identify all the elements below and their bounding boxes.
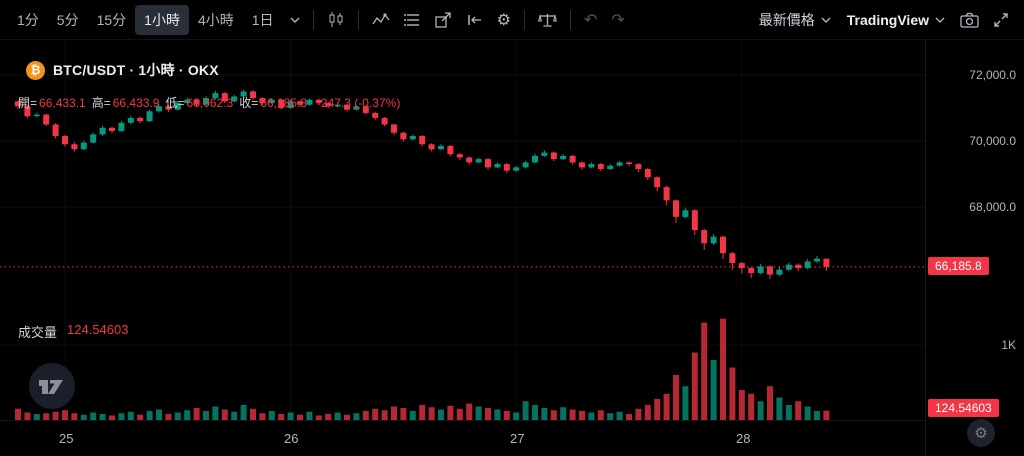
ohlc-readout: 開= 66,433.1 高= 66,433.9 低= 66,062.3 收= 66,18… (18, 94, 400, 111)
volume-label: 成交量 (18, 325, 58, 340)
undo-arrow-icon: ↶ (583, 9, 598, 29)
indicators-icon (372, 12, 390, 24)
chevron-down-icon (821, 17, 831, 23)
open-value: 66,433.1 (39, 95, 86, 110)
time-tick-27: 27 (510, 431, 525, 446)
top-toolbar: 1分 5分 15分 1小時 4小時 1日 (0, 0, 1024, 40)
replay-arrow-icon (467, 14, 481, 25)
tradingview-watermark-logo[interactable] (28, 362, 76, 410)
interval-dropdown-button[interactable] (283, 13, 307, 27)
interval-button-5m[interactable]: 5分 (48, 5, 88, 35)
tradingview-brand-label: TradingView (846, 11, 929, 28)
time-tick-26: 26 (284, 431, 299, 446)
toolbar-separator (523, 9, 525, 30)
chart-area: ₿ BTC/USDT · 1小時 · OKX 開= 66,433.1 高= 66,4… (0, 40, 1024, 456)
toolbar-separator (357, 9, 359, 30)
price-tick-68000: 68,000.0 (969, 200, 1016, 214)
last-price-dropdown[interactable]: 最新價格 (751, 5, 839, 35)
redo-button[interactable]: ↷ (604, 8, 631, 32)
fullscreen-expand-icon (994, 12, 1008, 27)
redo-arrow-icon: ↷ (611, 9, 625, 29)
volume-legend: 成交量 124.54603 (18, 322, 128, 341)
time-tick-28: 28 (736, 431, 751, 446)
close-value: 66,185.8 (260, 95, 307, 110)
volume-tick-1k: 1K (1001, 338, 1016, 352)
bottom-gear-button[interactable]: ⚙ (967, 419, 995, 447)
chart-style-button[interactable] (320, 7, 352, 32)
btc-logo-icon: ₿ (26, 60, 45, 80)
toolbar-separator (569, 9, 571, 30)
toolbar-left: 1分 5分 15分 1小時 4小時 1日 (8, 4, 632, 35)
toolbar-separator (312, 9, 314, 30)
time-tick-25: 25 (59, 431, 74, 446)
volume-value: 124.54603 (67, 322, 129, 337)
change-value: -247.3 (-0.37%) (316, 95, 401, 110)
undo-button[interactable]: ↶ (577, 8, 604, 32)
price-tick-72000: 72,000.0 (969, 68, 1016, 82)
open-label: 開= (18, 96, 38, 110)
fullscreen-button[interactable] (986, 8, 1016, 32)
last-price-badge: 66,185.8 (928, 257, 989, 275)
indicators-button[interactable] (365, 8, 397, 32)
time-axis[interactable]: 25 26 27 28 (0, 420, 925, 456)
toolbar-right: 最新價格 TradingView (751, 5, 1016, 35)
gear-icon: ⚙ (974, 424, 988, 442)
price-chart-canvas[interactable] (0, 40, 925, 445)
low-label: 低= (165, 96, 185, 110)
high-label: 高= (91, 96, 111, 110)
candlestick-style-icon (329, 12, 343, 27)
chevron-down-icon (290, 17, 300, 23)
interval-button-1d[interactable]: 1日 (243, 5, 283, 35)
tradingview-brand-dropdown[interactable]: TradingView (839, 7, 953, 33)
compare-scales-button[interactable] (531, 8, 564, 32)
screenshot-button[interactable] (953, 8, 986, 32)
scales-icon (537, 13, 557, 27)
chevron-down-icon (935, 17, 945, 23)
box-arrow-up-icon (434, 11, 451, 28)
gear-icon: ⚙ (496, 9, 511, 29)
high-value: 66,433.9 (112, 95, 160, 110)
interval-button-1m[interactable]: 1分 (8, 5, 48, 35)
chart-settings-button[interactable]: ⚙ (490, 8, 518, 32)
interval-button-4h[interactable]: 4小時 (189, 5, 243, 35)
tradingview-logo-icon (29, 363, 75, 409)
last-volume-badge: 124.54603 (928, 399, 999, 417)
interval-button-15m[interactable]: 15分 (88, 5, 136, 35)
camera-icon (960, 12, 979, 28)
low-value: 66,062.3 (186, 95, 234, 110)
interval-button-1h[interactable]: 1小時 (135, 4, 189, 35)
symbol-title: BTC/USDT · 1小時 · OKX (53, 62, 219, 78)
close-label: 收= (239, 96, 259, 110)
symbol-legend[interactable]: ₿ BTC/USDT · 1小時 · OKX (26, 60, 219, 80)
export-button[interactable] (428, 8, 459, 32)
replay-button[interactable] (459, 8, 490, 32)
last-price-label: 最新價格 (758, 11, 815, 28)
price-tick-70000: 70,000.0 (969, 134, 1016, 148)
list-lines-icon (403, 14, 419, 26)
price-axis[interactable]: 72,000.0 70,000.0 68,000.0 66,185.8 1K 1… (925, 40, 1024, 456)
indicator-templates-button[interactable] (397, 8, 428, 31)
